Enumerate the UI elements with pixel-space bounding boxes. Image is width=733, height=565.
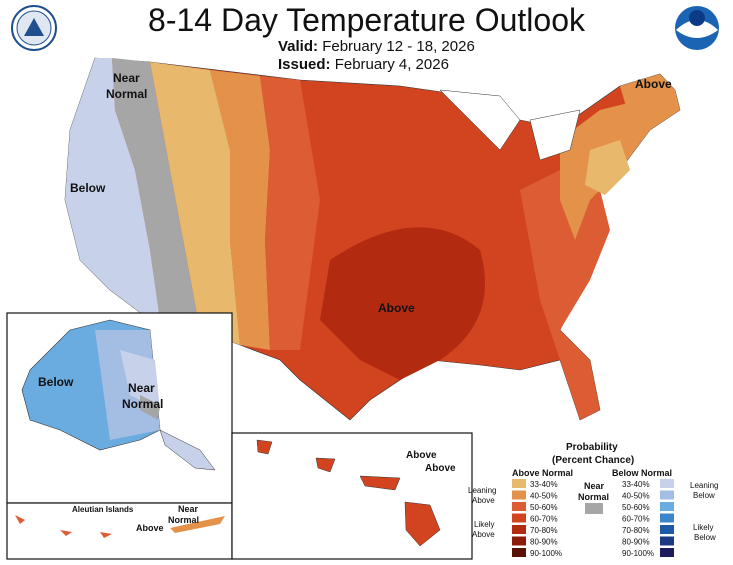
below-bin-swatch [660,502,674,511]
above-aleutian-label: Above [136,523,164,533]
issued-line: Issued: February 4, 2026 [278,56,449,73]
above-bin-label: 60-70% [530,515,558,524]
legend-likely-below: Likely [693,523,713,532]
below-alaska-label: Below [38,375,74,389]
valid-line: Valid: February 12 - 18, 2026 [278,38,475,55]
below-bin-swatch [660,513,674,523]
below-bin-label: 60-70% [622,515,650,524]
map-title: 8-14 Day Temperature Outlook [148,2,585,38]
near-normal-swatch [585,503,603,514]
noaa-logo [675,6,719,50]
above-bin-label: 40-50% [530,492,558,501]
issued-date: February 4, 2026 [334,56,449,73]
legend-likely-above-2: Above [472,530,495,539]
below-bin-label: 80-90% [622,538,650,547]
below-bin-label: 50-60% [622,503,650,512]
above-bin-swatch [512,513,526,523]
legend-leaning-above-2: Above [472,496,495,505]
valid-dates: February 12 - 18, 2026 [322,38,475,55]
legend-title: Probability [566,442,618,453]
legend: Probability (Percent Chance) Above Norma… [468,442,718,558]
above-maine-label: Above [635,77,672,91]
valid-label: Valid: [278,38,319,55]
below-bin-label: 90-100% [622,549,654,558]
below-bin-swatch [660,536,674,546]
above-bin-swatch [512,479,526,488]
above-bin-label: 80-90% [530,538,558,547]
issued-label: Issued: [278,56,331,73]
below-bin-label: 40-50% [622,492,650,501]
above-bin-label: 33-40% [530,480,558,489]
near-normal-west-label: Near [113,71,140,85]
below-legend-bins: 33-40% 40-50% 50-60% 60-70% 70-80% 80-90% 90-1… [622,479,674,558]
below-bin-swatch [660,479,674,488]
above-bin-label: 50-60% [530,503,558,512]
aleutian-inset [6,502,233,560]
above-bin-label: 90-100% [530,549,562,558]
legend-leaning-below-2: Below [693,491,715,500]
above-central-label: Above [378,301,415,315]
above-legend-bins: 33-40% 40-50% 50-60% 60-70% 70-80% 80-90% 90-1… [512,479,562,558]
below-bin-swatch [660,490,674,500]
below-bin-swatch [660,525,674,534]
doc-seal-logo [11,5,57,51]
legend-leaning-above: Leaning [468,486,496,495]
legend-below-header: Below Normal [612,468,672,478]
above-hawaii-label-2: Above [425,463,456,474]
below-west-label: Below [70,181,106,195]
above-bin-swatch [512,536,526,546]
above-bin-label: 70-80% [530,526,558,535]
above-bin-swatch [512,525,526,534]
below-bin-swatch [660,548,674,557]
legend-leaning-below: Leaning [690,481,718,490]
above-bin-swatch [512,502,526,511]
near-normal-aleutian-label-2: Normal [168,515,199,525]
below-bin-label: 70-80% [622,526,650,535]
above-bin-swatch [512,490,526,500]
near-normal-west-label-2: Normal [106,87,147,101]
above-bin-swatch [512,548,526,557]
above-hawaii-label: Above [406,450,437,461]
legend-likely-below-2: Below [694,533,716,542]
near-normal-alaska-label: Near [128,381,155,395]
near-normal-aleutian-label: Near [178,504,199,514]
aleutian-islands-label: Aleutian Islands [72,505,134,514]
legend-likely-above: Likely [474,520,494,529]
near-normal-alaska-label-2: Normal [122,397,163,411]
legend-above-header: Above Normal [512,468,573,478]
legend-near-header-2: Normal [578,492,609,502]
legend-near-header: Near [584,481,605,491]
legend-subtitle: (Percent Chance) [552,455,634,466]
below-bin-label: 33-40% [622,480,650,489]
hawaii-inset [231,432,473,560]
